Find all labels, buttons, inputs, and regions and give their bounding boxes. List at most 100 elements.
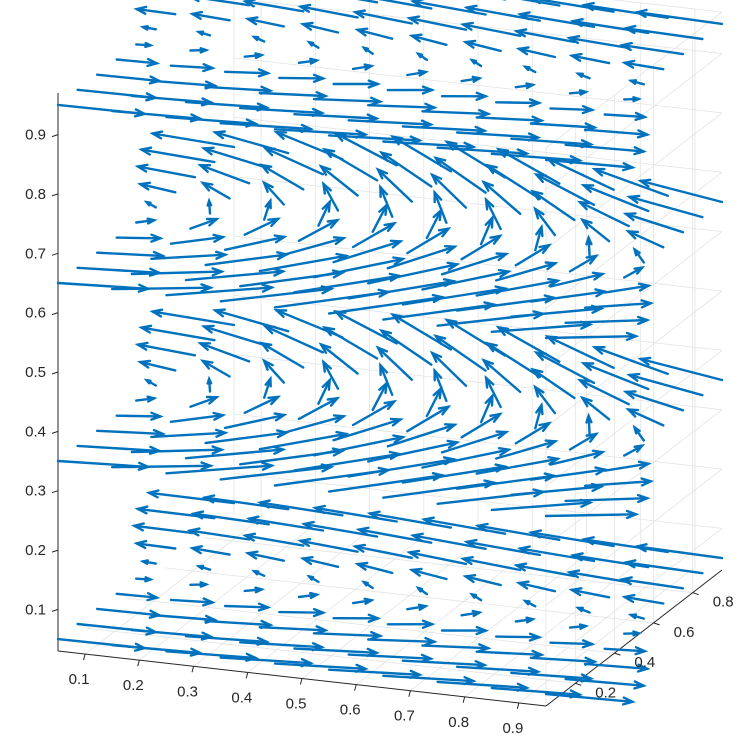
arrow-head — [244, 550, 259, 560]
arrow-shaft — [264, 325, 325, 354]
grid-line-back-z — [233, 354, 723, 411]
arrow-head — [484, 214, 494, 229]
arrow-head — [197, 163, 212, 173]
vector-arrow — [433, 367, 448, 403]
vector-arrow — [223, 234, 288, 252]
arrow-head — [632, 630, 643, 637]
vector-arrow — [564, 315, 651, 326]
arrow-shaft — [564, 143, 645, 153]
arrow-shaft — [150, 253, 227, 260]
arrow-shaft — [440, 430, 508, 454]
vector-arrow — [421, 268, 512, 291]
vector-arrow — [262, 324, 325, 354]
vector-arrow — [495, 98, 543, 108]
arrow-shaft — [258, 626, 327, 632]
arrow-head — [637, 178, 652, 188]
arrow-shaft — [510, 137, 593, 146]
vector-arrow — [354, 561, 394, 575]
vector-arrow — [495, 439, 559, 460]
vector-arrow — [312, 96, 384, 106]
arrow-head — [626, 372, 641, 382]
vector-arrow — [603, 111, 649, 122]
vector-arrow — [332, 79, 382, 89]
arrow-shaft — [401, 659, 486, 667]
arrow-shaft — [410, 568, 448, 581]
vector-arrow — [583, 662, 651, 673]
y-tick-mark — [575, 682, 582, 686]
arrow-head — [150, 411, 164, 421]
arrow-shaft — [515, 564, 576, 578]
arrow-shaft — [133, 524, 197, 535]
arrow-shaft — [406, 405, 450, 433]
arrow-head — [136, 359, 152, 369]
arrow-head — [206, 375, 213, 385]
arrow-shaft — [219, 121, 312, 131]
vector-arrow — [520, 0, 561, 7]
arrow-shaft — [323, 326, 379, 360]
vector-arrow — [421, 447, 512, 469]
arrow-head — [625, 230, 640, 240]
arrow-shaft — [421, 644, 490, 650]
vector-arrow — [130, 267, 226, 277]
arrow-head — [297, 538, 312, 548]
arrow-head — [258, 163, 273, 174]
vector-arrow — [579, 217, 611, 243]
arrow-shaft — [151, 310, 236, 327]
arrow-shaft — [238, 106, 324, 115]
vector-arrow — [150, 250, 229, 260]
vector-arrow — [149, 308, 236, 327]
arrow-shaft — [76, 444, 161, 453]
x-tick-label: 0.1 — [69, 671, 90, 688]
vector-arrow — [115, 411, 164, 421]
vector-arrow — [134, 341, 197, 357]
vector-arrow — [534, 223, 544, 252]
arrow-head — [431, 293, 446, 304]
arrow-head — [388, 272, 403, 282]
arrow-shaft — [110, 286, 212, 291]
arrow-shaft — [517, 47, 557, 59]
arrow-head — [459, 21, 474, 31]
arrow-shaft — [203, 496, 290, 511]
vector-arrow — [534, 401, 544, 430]
vector-arrow — [568, 623, 590, 630]
vector-arrow — [321, 325, 379, 360]
vector-arrow — [415, 51, 429, 62]
arrow-shaft — [479, 394, 494, 424]
vector-arrow — [351, 543, 413, 559]
vector-arrow — [195, 564, 212, 571]
vector-arrow — [436, 488, 547, 505]
arrow-shaft — [603, 113, 646, 119]
vector-arrow — [637, 356, 724, 382]
arrow-shaft — [495, 262, 557, 282]
arrow-shaft — [490, 501, 592, 512]
arrow-shaft — [475, 279, 559, 297]
x-axis-ticks: 0.1 0.2 0.3 0.4 0.5 0.6 0.7 0.8 0.9 — [69, 653, 523, 737]
arrow-head — [299, 21, 314, 31]
vector-arrow — [243, 395, 282, 414]
vector-arrow — [110, 283, 215, 293]
vector-arrow — [585, 234, 593, 258]
arrow-head — [369, 630, 384, 641]
arrow-shaft — [462, 23, 522, 37]
arrow-shaft — [529, 122, 596, 129]
vector-arrow — [429, 172, 468, 209]
arrow-shaft — [514, 422, 551, 445]
vector-arrow — [544, 509, 640, 520]
vector-arrow — [189, 395, 220, 408]
arrow-shaft — [136, 343, 197, 357]
vector-arrow — [189, 581, 210, 588]
arrow-shaft — [436, 146, 528, 155]
arrow-head — [477, 108, 492, 119]
arrow-head — [446, 261, 461, 271]
arrow-head — [580, 362, 595, 372]
arrow-shaft — [460, 412, 502, 439]
y-tick-label: 0.2 — [595, 684, 616, 701]
arrow-shaft — [347, 653, 432, 660]
arrow-shaft — [531, 190, 576, 222]
arrow-head — [276, 251, 290, 261]
arrow-shaft — [332, 240, 402, 264]
arrow-head — [189, 545, 204, 555]
arrow-head — [375, 345, 389, 358]
vector-arrow — [367, 636, 438, 647]
arrow-shaft — [169, 64, 214, 70]
